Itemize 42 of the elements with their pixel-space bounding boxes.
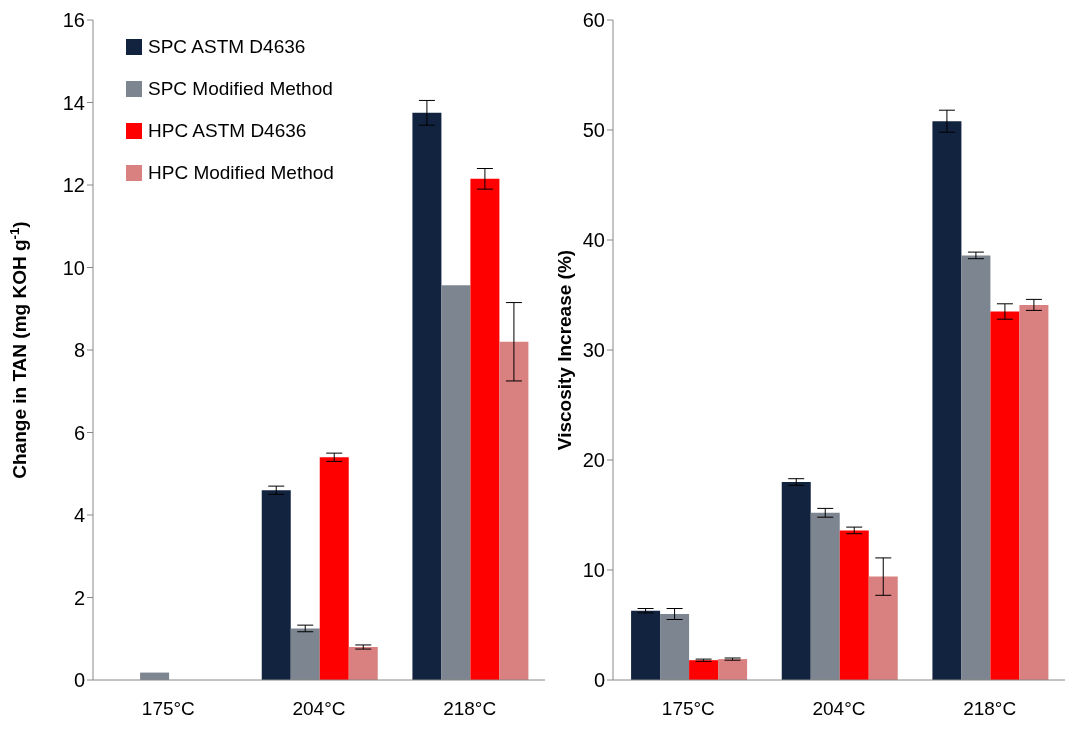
y-tick-label: 6	[73, 421, 85, 444]
y-tick-label: 50	[582, 119, 605, 142]
bar	[412, 112, 442, 680]
y-tick-label: 10	[62, 256, 85, 279]
bar	[689, 660, 719, 680]
y-tick-label: 30	[582, 339, 605, 362]
y-tick-label: 4	[73, 504, 85, 527]
bar	[348, 647, 378, 680]
y-tick-label: 8	[73, 339, 85, 362]
y-tick-label: 0	[73, 669, 85, 692]
bar	[499, 341, 529, 680]
x-tick-label: 175°C	[141, 698, 195, 720]
bar	[718, 659, 748, 680]
bar	[470, 178, 500, 680]
y-tick-label: 2	[73, 586, 85, 609]
x-tick-label: 204°C	[812, 698, 866, 720]
bar	[781, 482, 811, 680]
x-tick-label: 204°C	[292, 698, 346, 720]
y-tick-label: 12	[62, 174, 85, 197]
bar	[868, 576, 898, 680]
bar	[1019, 304, 1049, 680]
legend-label: SPC ASTM D4636	[148, 36, 306, 58]
bar	[319, 457, 349, 680]
bar	[261, 490, 291, 680]
y-tick-label: 60	[582, 9, 605, 32]
y-tick-label: 40	[582, 229, 605, 252]
bar	[990, 311, 1020, 680]
y-tick-label: 0	[593, 669, 605, 692]
legend-label: SPC Modified Method	[148, 78, 333, 100]
bar	[631, 610, 661, 680]
legend-label: HPC ASTM D4636	[148, 120, 307, 142]
y-tick-label: 14	[62, 91, 85, 114]
x-tick-label: 218°C	[963, 698, 1017, 720]
x-tick-label: 175°C	[661, 698, 715, 720]
bar	[932, 121, 962, 680]
y-tick-label: 20	[582, 449, 605, 472]
x-tick-label: 218°C	[443, 698, 497, 720]
bar	[839, 530, 869, 680]
y-axis-title: Viscosity Increase (%)	[554, 249, 575, 451]
y-tick-label: 16	[62, 9, 85, 32]
legend-label: HPC Modified Method	[148, 162, 334, 184]
y-tick-label: 10	[582, 559, 605, 582]
